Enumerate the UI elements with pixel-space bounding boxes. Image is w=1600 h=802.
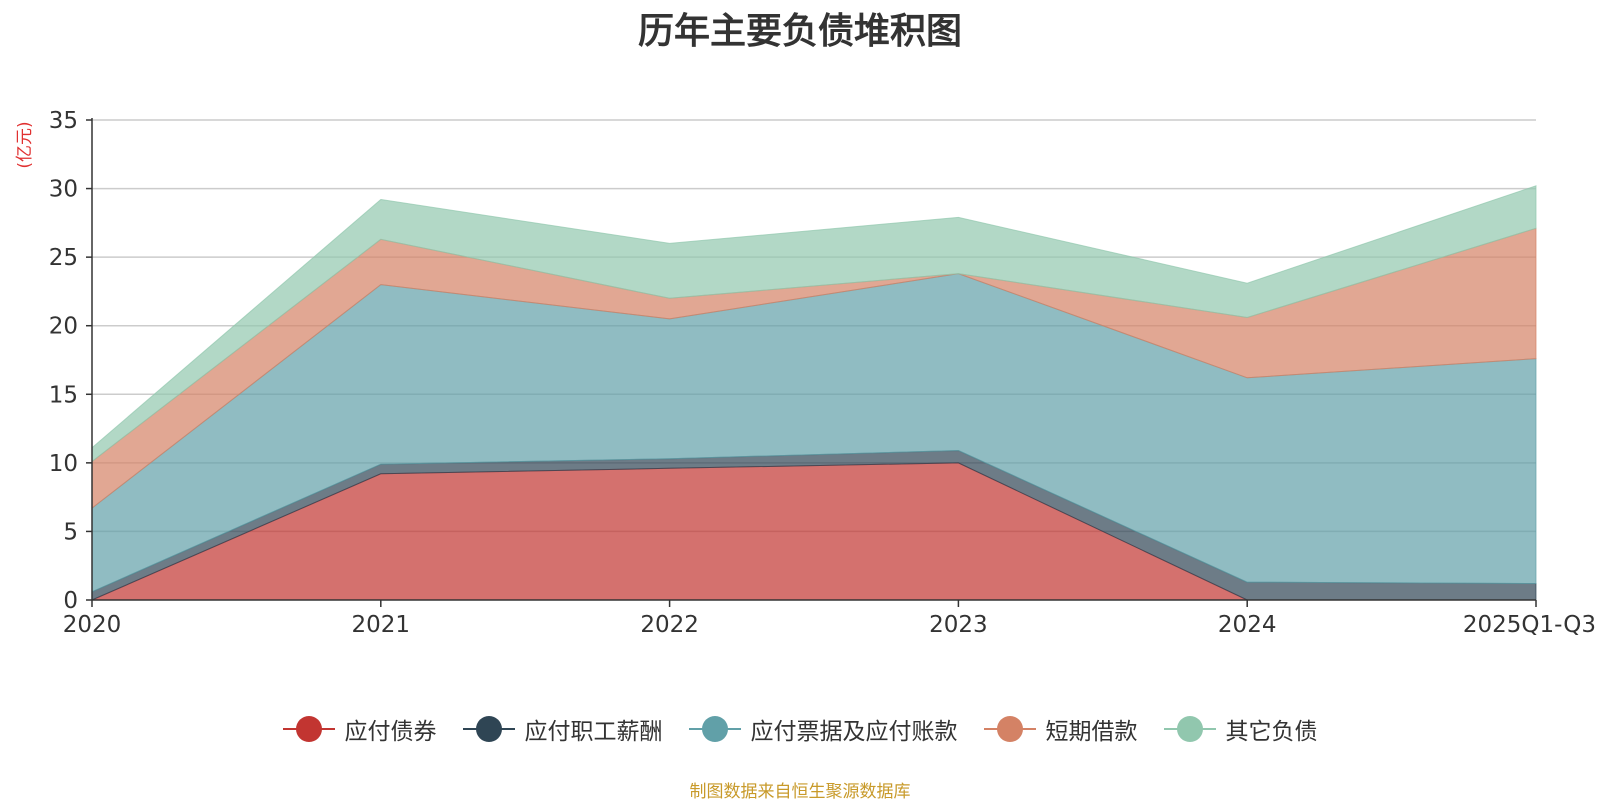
x-tick-label: 2025Q1-Q3 <box>1463 612 1596 638</box>
legend-label: 应付职工薪酬 <box>524 719 663 745</box>
y-tick-label: 0 <box>63 588 78 614</box>
legend-item-1[interactable]: 应付职工薪酬 <box>462 712 663 746</box>
y-tick-label: 20 <box>49 314 78 340</box>
axes: 0 5 10 15 20 25 30 35 2020 2021 2022 2023 2024 2025Q1… <box>49 108 1596 638</box>
y-tick-label: 10 <box>49 451 78 477</box>
y-tick-label: 15 <box>49 382 78 408</box>
stacked-areas <box>91 185 1537 601</box>
legend-marker <box>1163 716 1216 742</box>
legend: 应付债券 应付职工薪酬 应付票据及应付账款 短期借款 其它负债 <box>0 712 1600 746</box>
y-axis-unit-label: (亿元) <box>15 121 35 168</box>
legend-dot <box>475 716 502 742</box>
legend-item-2[interactable]: 应付票据及应付账款 <box>688 712 958 746</box>
legend-item-0[interactable]: 应付债券 <box>282 712 437 746</box>
x-tick-label: 2021 <box>352 612 411 638</box>
legend-dot <box>701 716 728 742</box>
legend-label: 应付票据及应付账款 <box>750 719 958 745</box>
legend-item-3[interactable]: 短期借款 <box>983 712 1138 746</box>
legend-label: 其它负债 <box>1225 719 1318 745</box>
legend-label: 短期借款 <box>1045 719 1138 745</box>
x-tick-label: 2023 <box>929 612 988 638</box>
legend-marker <box>688 716 741 742</box>
legend-dot <box>996 716 1023 742</box>
legend-marker <box>462 716 515 742</box>
chart-title: 历年主要负债堆积图 <box>637 11 962 52</box>
x-tick-label: 2024 <box>1218 612 1277 638</box>
area-series-4 <box>91 185 1537 463</box>
legend-label: 应付债券 <box>344 719 437 745</box>
y-tick-label: 35 <box>49 108 78 134</box>
legend-marker <box>983 716 1036 742</box>
x-tick-label: 2022 <box>640 612 699 638</box>
source-note: 制图数据来自恒生聚源数据库 <box>689 782 911 802</box>
legend-marker <box>282 716 335 742</box>
y-tick-label: 5 <box>63 519 78 545</box>
y-tick-label: 30 <box>49 177 78 203</box>
legend-dot <box>295 716 322 742</box>
y-tick-label: 25 <box>49 245 78 271</box>
legend-item-4[interactable]: 其它负债 <box>1163 712 1318 746</box>
legend-dot <box>1176 716 1203 742</box>
x-tick-label: 2020 <box>63 612 122 638</box>
